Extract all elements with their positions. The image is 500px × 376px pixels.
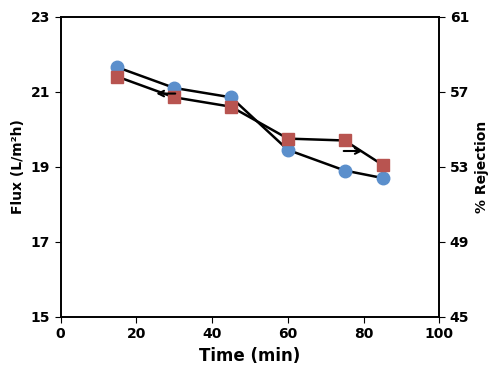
Y-axis label: Flux (L/m²h): Flux (L/m²h) <box>11 119 25 214</box>
X-axis label: Time (min): Time (min) <box>200 347 300 365</box>
Y-axis label: % Rejection: % Rejection <box>475 121 489 213</box>
